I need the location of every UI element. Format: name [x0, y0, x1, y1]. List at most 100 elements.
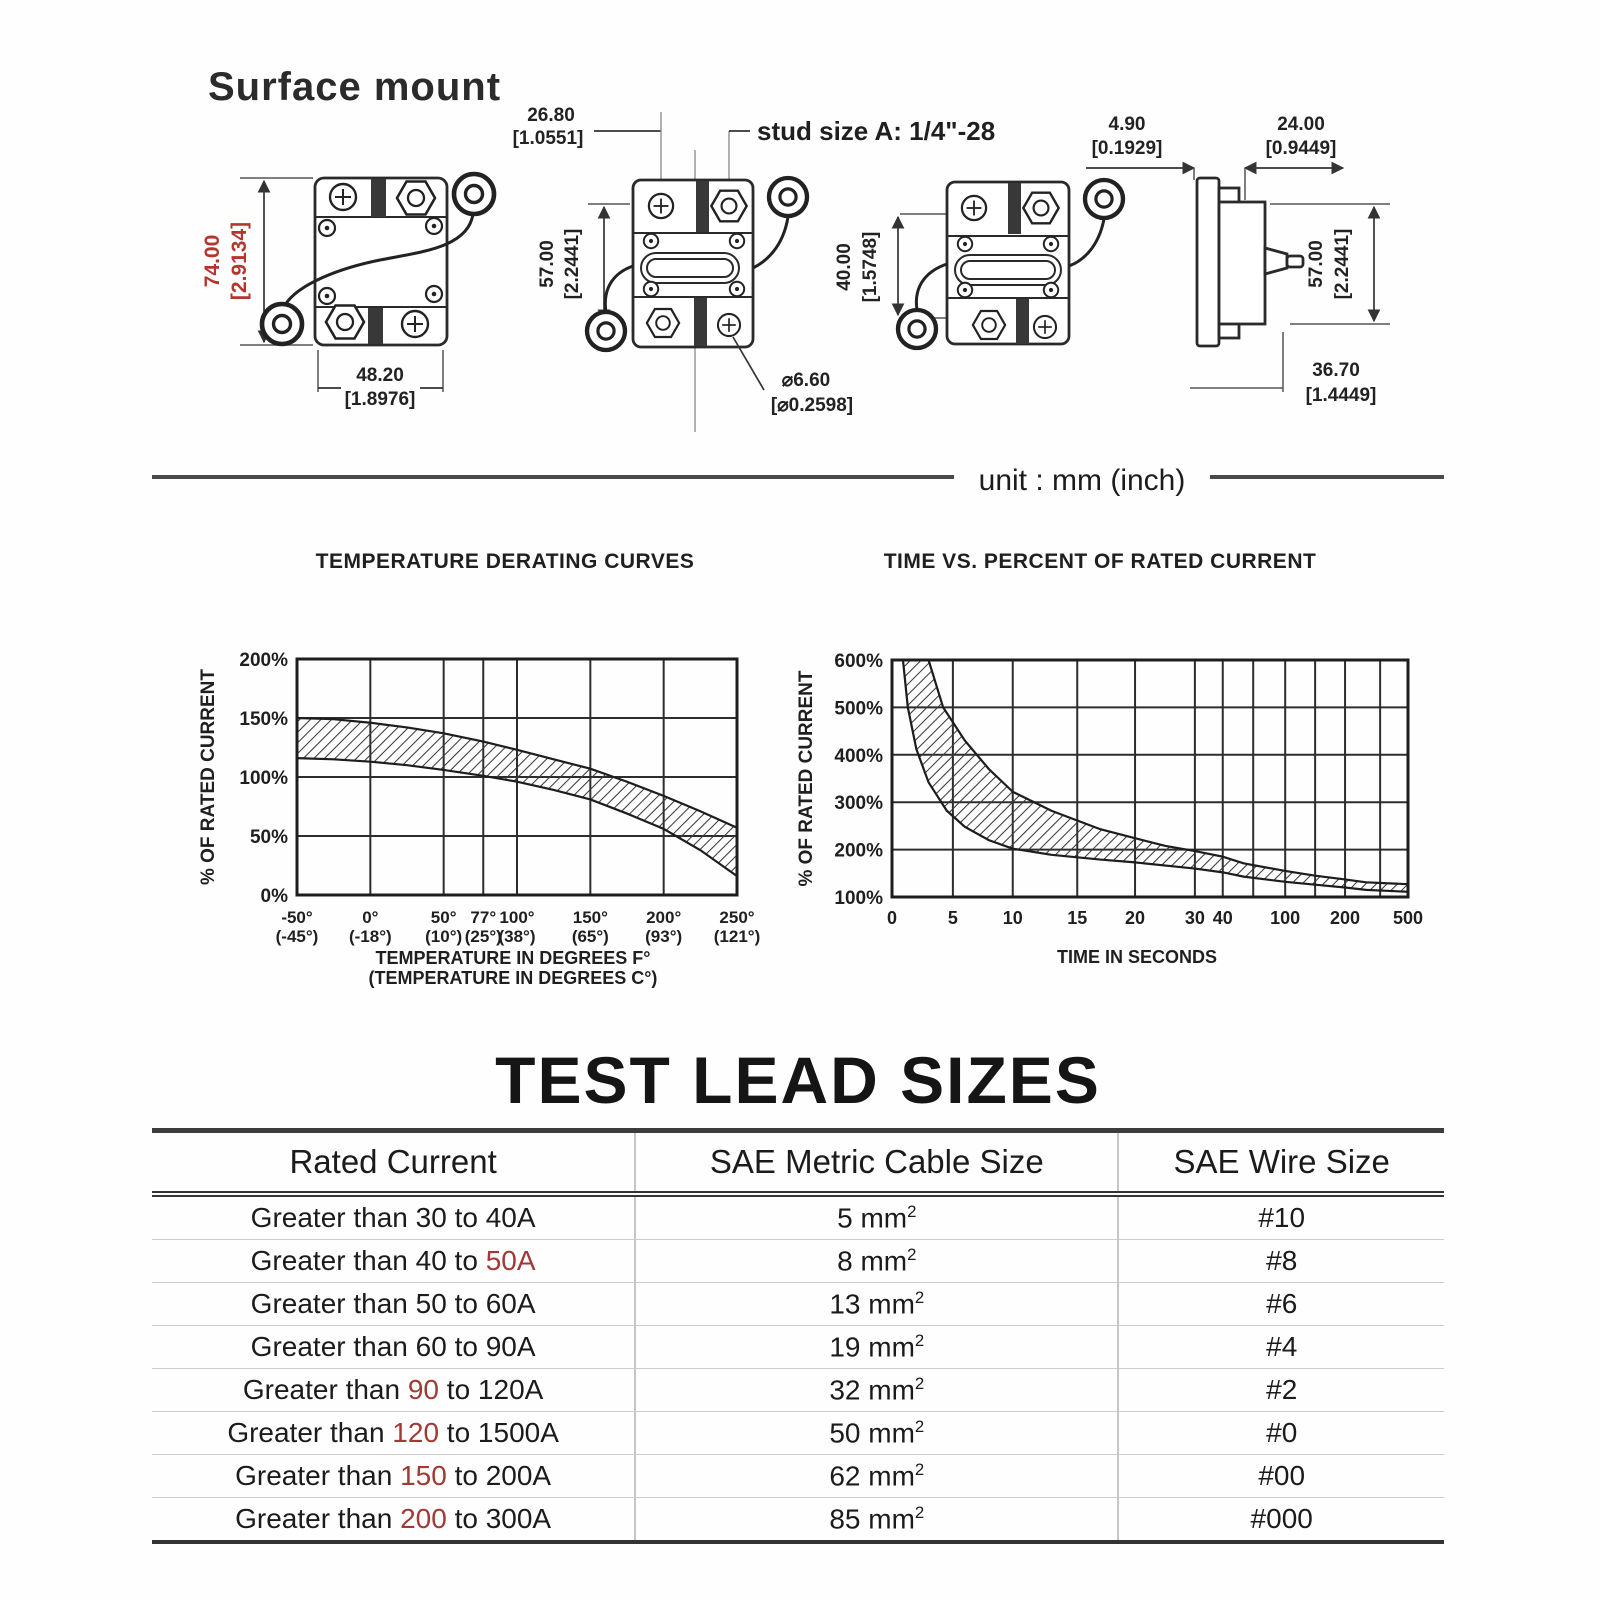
chart-text: 10 [1003, 908, 1023, 928]
chart-text: 200 [1330, 908, 1360, 928]
dim-width-mm: 48.20 [356, 365, 404, 386]
dim-40-mm: 40.00 [834, 243, 855, 291]
dim-a-in: [0.1929] [1092, 138, 1163, 159]
wire-size-cell: #8 [1117, 1239, 1444, 1283]
chart-text: 150° [573, 908, 608, 927]
cable-size-cell: 13 mm2 [634, 1282, 1119, 1326]
dim-height-in: [2.9134] [228, 222, 251, 300]
chart-text: 0% [261, 886, 289, 907]
wire-size-cell: #00 [1117, 1454, 1444, 1498]
col-header-cable-size: SAE Metric Cable Size [634, 1130, 1119, 1197]
unit-divider: unit : mm (inch) [152, 464, 1444, 497]
chart-text: (10°) [425, 927, 462, 946]
chart-text: 15 [1067, 908, 1087, 928]
rated-current-cell: Greater than 40 to 50A [152, 1239, 636, 1283]
drawing-front-view-2: 40.00 [1.5748] [834, 180, 1123, 348]
chart-text: (25°) [465, 927, 502, 946]
table-row: Greater than 150 to 200A 62 mm2 #00 [152, 1454, 1444, 1498]
drawing-front-view: 74.00 [2.9134] 48.20 [1.8976] [201, 174, 494, 410]
cable-size-cell: 50 mm2 [634, 1411, 1119, 1455]
chart-text: 40 [1213, 908, 1233, 928]
chart-text: 20 [1125, 908, 1145, 928]
chart-text: 250° [719, 908, 754, 927]
test-lead-sizes-table: Rated Current SAE Metric Cable Size SAE … [152, 1128, 1444, 1544]
chart-text: 50% [250, 827, 288, 848]
chart-text: (-45°) [276, 927, 319, 946]
dim-hole-mm: ⌀6.60 [782, 370, 830, 391]
cable-size-cell: 85 mm2 [634, 1497, 1119, 1542]
chart-text: % OF RATED CURRENT [796, 670, 817, 886]
cable-size-cell: 32 mm2 [634, 1368, 1119, 1412]
chart-text: 200° [646, 908, 681, 927]
col-header-wire-size: SAE Wire Size [1117, 1130, 1444, 1197]
terminal-cap-ring-icon [898, 310, 936, 348]
drawing-front-view-slot: 26.80 [1.0551] stud size A: 1/4"-28 57.0… [513, 105, 995, 432]
cable-size-cell: 62 mm2 [634, 1454, 1119, 1498]
terminal-cap-ring-icon [587, 312, 625, 350]
rated-current-cell: Greater than 90 to 120A [152, 1368, 636, 1412]
wire-size-cell: #0 [1117, 1411, 1444, 1455]
table-row: Greater than 200 to 300A 85 mm2 #000 [152, 1497, 1444, 1542]
rated-current-cell: Greater than 60 to 90A [152, 1325, 636, 1369]
dim-57-in: [2.2441] [562, 229, 583, 300]
dim-offset-in: [1.0551] [513, 128, 584, 149]
chart-text: 500% [834, 698, 883, 719]
dim-57-mm: 57.00 [537, 240, 558, 288]
chart-time-vs-current: 100% 200% 300% 400% 500% 600% 0 5 10 15 20 30 40 100 2… [796, 550, 1423, 967]
terminal-cap-ring-icon [262, 304, 302, 344]
chart-text: (TEMPERATURE IN DEGREES C°) [369, 968, 658, 988]
chart-text: (65°) [572, 927, 609, 946]
dim-d-in: [1.4449] [1306, 385, 1377, 406]
chart-text: 5 [948, 908, 958, 928]
cable-size-cell: 5 mm2 [634, 1194, 1119, 1240]
chart-text: % OF RATED CURRENT [198, 669, 219, 885]
table-row: Greater than 60 to 90A 19 mm2 #4 [152, 1325, 1444, 1369]
dim-c-in: [2.2441] [1332, 229, 1353, 300]
drawing-side-view: 4.90 [0.1929] 24.00 [0.9449] 57.00 [2.24… [1086, 114, 1390, 406]
chart-text: 50° [431, 908, 457, 927]
chart-text: 500 [1393, 908, 1423, 928]
unit-label: unit : mm (inch) [979, 464, 1186, 497]
dim-a-mm: 4.90 [1109, 114, 1146, 135]
chart-text: 600% [834, 651, 883, 672]
chart-text: (38°) [498, 927, 535, 946]
cable-size-cell: 8 mm2 [634, 1239, 1119, 1283]
mount-hole-icon [328, 182, 358, 212]
page-title: Surface mount [208, 65, 501, 109]
wire-size-cell: #4 [1117, 1325, 1444, 1369]
chart-temperature-derating: 0%50%100%150%200%-50°(-45°)0°(-18°)50°(1… [198, 550, 760, 988]
dim-40-in: [1.5748] [860, 232, 881, 303]
rated-current-cell: Greater than 50 to 60A [152, 1282, 636, 1326]
chart-text: TIME IN SECONDS [1057, 947, 1217, 967]
stud-nut-icon [324, 304, 366, 340]
col-header-rated-current: Rated Current [152, 1130, 636, 1197]
wire-size-cell: #6 [1117, 1282, 1444, 1326]
dim-height-mm: 74.00 [201, 235, 224, 288]
trip-band [902, 660, 1408, 892]
table-header-row: Rated Current SAE Metric Cable Size SAE … [152, 1130, 1444, 1197]
rated-current-cell: Greater than 200 to 300A [152, 1497, 636, 1542]
charts-section: 0%50%100%150%200%-50°(-45°)0°(-18°)50°(1… [198, 550, 1423, 988]
chart-text: 400% [834, 746, 883, 767]
cap-lead-wire [283, 213, 475, 306]
dim-d-mm: 36.70 [1312, 360, 1360, 381]
cable-size-cell: 19 mm2 [634, 1325, 1119, 1369]
chart-text: 77° [470, 908, 496, 927]
chart-text: -50° [281, 908, 313, 927]
rated-current-cell: Greater than 120 to 1500A [152, 1411, 636, 1455]
table-row: Greater than 40 to 50A 8 mm2 #8 [152, 1239, 1444, 1283]
table-row: Greater than 50 to 60A 13 mm2 #6 [152, 1282, 1444, 1326]
table-title: TEST LEAD SIZES [495, 1043, 1101, 1117]
chart-text: 100% [239, 768, 288, 789]
terminal-cap-ring-icon [454, 174, 494, 214]
chart-text: (93°) [645, 927, 682, 946]
chart-text: TEMPERATURE IN DEGREES F° [376, 948, 651, 968]
dim-b-mm: 24.00 [1277, 114, 1325, 135]
terminal-cap-ring-icon [1085, 180, 1123, 218]
chart-text: 150% [239, 709, 288, 730]
chart-text: 100° [499, 908, 534, 927]
chart-text: TEMPERATURE DERATING CURVES [316, 550, 695, 573]
derating-band [297, 718, 737, 877]
dim-b-in: [0.9449] [1266, 138, 1337, 159]
chart-text: 200% [239, 650, 288, 671]
